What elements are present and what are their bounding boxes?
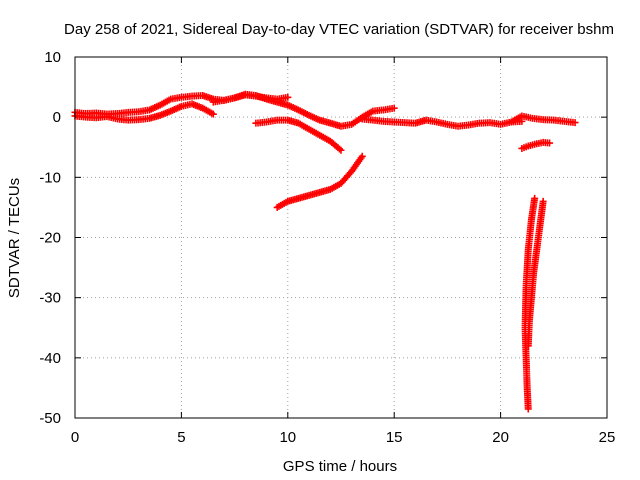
- y-tick-label: 0: [53, 109, 61, 126]
- x-tick-label: 15: [386, 429, 403, 446]
- series-track-g: [507, 112, 579, 127]
- series-track-c: [209, 90, 398, 130]
- series-track-b: [71, 100, 217, 124]
- data-point-marker: [284, 93, 292, 101]
- x-tick-label: 5: [177, 429, 185, 446]
- data-point-marker: [335, 145, 343, 153]
- data-point-marker: [358, 152, 366, 160]
- y-tick-label: 10: [44, 49, 61, 66]
- series-track-d: [252, 116, 345, 154]
- axes: 0 5 10 15 20 25 10 0 -10 -20 -30 -40 -50: [39, 49, 615, 446]
- data-point-marker: [209, 110, 217, 118]
- data-point-marker: [571, 119, 579, 127]
- y-axis-label: SDTVAR / TECUs: [6, 178, 23, 298]
- data-point-marker: [337, 146, 345, 154]
- y-tick-label: -10: [39, 169, 61, 186]
- chart-title: Day 258 of 2021, Sidereal Day-to-day VTE…: [64, 21, 614, 38]
- plot-frame: [74, 56, 608, 419]
- x-axis-label: GPS time / hours: [283, 458, 397, 475]
- series-track-f: [358, 115, 526, 130]
- y-tick-label: -40: [39, 350, 61, 367]
- series-track-e: [273, 152, 366, 211]
- data-point-marker: [390, 104, 398, 112]
- series-track-j: [524, 197, 547, 350]
- x-tick-label: 25: [599, 429, 616, 446]
- data-point-marker: [524, 405, 532, 413]
- x-tick-label: 20: [492, 429, 509, 446]
- x-tick-label: 0: [71, 429, 79, 446]
- x-tick-label: 10: [279, 429, 296, 446]
- data-point-marker: [524, 342, 532, 350]
- y-tick-label: -20: [39, 230, 61, 247]
- data-point-marker: [546, 139, 554, 147]
- y-tick-label: -30: [39, 290, 61, 307]
- y-tick-label: -50: [39, 410, 61, 427]
- data-marks: [71, 90, 579, 413]
- series-track-h: [518, 138, 554, 152]
